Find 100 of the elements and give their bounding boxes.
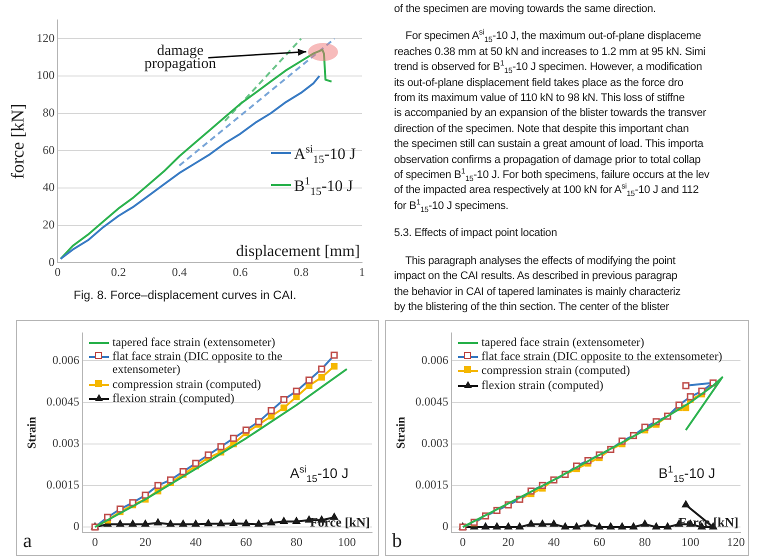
y-axis-title: Strain — [24, 416, 38, 449]
annotation: B$^{1}$$_{15}$-10 J — [658, 464, 716, 485]
point — [217, 443, 224, 450]
x-tick-label: 60 — [240, 534, 252, 549]
point — [180, 468, 187, 476]
y-tick-label: 0 — [442, 519, 448, 534]
point — [216, 519, 225, 526]
point — [204, 451, 212, 459]
point — [166, 520, 175, 527]
point — [538, 520, 546, 527]
x-tick-label: 80 — [290, 534, 302, 549]
point — [318, 374, 325, 381]
y-axis-title: Strain — [393, 416, 408, 449]
point — [330, 352, 338, 359]
text: This paragraph analyses the effects of modifying the point impact on the CAI results. As described in previous paragrap the behavior in CAI of tapered laminates is mainly characteriz by the blistering of the thin section. The center of the blister — [394, 254, 682, 315]
point — [664, 522, 672, 530]
point — [204, 519, 212, 526]
point — [682, 500, 690, 508]
y-tick-label: 80 — [42, 105, 55, 120]
annotation: damage propagation — [144, 43, 217, 72]
y-tick-label: 0.006 — [52, 352, 80, 367]
x-tick-label: 80 — [638, 534, 651, 549]
point — [482, 522, 490, 530]
point — [292, 388, 300, 395]
point — [230, 434, 238, 442]
point — [652, 522, 660, 530]
x-tick-label: 0.8 — [294, 264, 309, 279]
point — [116, 505, 124, 513]
point — [254, 520, 263, 527]
legend-label: compression strain (computed) — [112, 376, 262, 391]
caption: Fig. 8. Force–displacement curves in CAI. — [72, 288, 298, 302]
point — [192, 460, 200, 467]
x-tick-label: 1 — [359, 264, 365, 279]
point — [618, 522, 626, 530]
y-tick-label: 120 — [36, 30, 55, 45]
point — [527, 520, 536, 527]
point — [129, 499, 136, 506]
point — [154, 482, 162, 490]
point — [255, 418, 262, 426]
point — [550, 520, 558, 527]
y-tick-label: 0.003 — [421, 436, 448, 450]
y-tick-label: 40 — [42, 180, 55, 194]
point — [292, 517, 300, 524]
legend-label: tapered face strain (extensometer) — [112, 335, 276, 350]
point — [682, 382, 690, 390]
text: For specimen A$^{si}$$_{15}$-10 J, the maximum out-of-plane displaceme reaches 0.38 mm at 50 kN and increases to 1.2 mm at 95 kN. Simi trend is observed for B$^{1}$$_{15}$-10 J specimen. However, a modification its out-of-plane displacement field takes place as the force dro from its maximum value of 110 kN to 98 kN. This loss of stiffne is accompanied by an expansion of the blister towards the transver direction of the specimen. Note that despite this important chan the specimen still can sustain a great amount of load. This importa observation confirms a propagation of damage prior to total collap of specimen B$^{1}$$_{15}$-10 J. For both specimens, failure occurs at the lev of the impacted area respectively at 100 kN for A$^{si}$$_{15}$-10 J and 112 for B$^{1}$$_{15}$-10 J specimens. — [394, 28, 710, 214]
y-tick-label: 60 — [42, 142, 55, 157]
x-tick-label: 0.6 — [232, 264, 248, 279]
legend-label: tapered face strain (extensometer) — [481, 335, 644, 350]
x-tick-label: 40 — [548, 534, 560, 549]
text: of the specimen are moving towards the same direction. — [394, 2, 657, 17]
x-tick-label: 100 — [681, 534, 700, 549]
y-tick-label: 100 — [36, 68, 55, 82]
y-tick-label: 0 — [73, 519, 80, 534]
text: a — [23, 530, 32, 553]
x-axis-title: displacement [mm] — [236, 242, 360, 260]
point — [492, 522, 501, 530]
y-tick-label: 0.0045 — [415, 394, 448, 408]
point — [192, 520, 200, 527]
x-tick-label: 60 — [593, 534, 606, 549]
point — [242, 426, 250, 434]
point — [128, 520, 137, 527]
x-tick-label: 20 — [502, 534, 514, 549]
annotation: A$^{si}$$_{15}$-10 J — [290, 464, 348, 485]
point — [606, 522, 615, 530]
point — [561, 522, 570, 530]
point — [268, 407, 275, 414]
point — [305, 376, 313, 384]
point — [686, 393, 694, 400]
point — [142, 492, 149, 499]
point — [572, 522, 581, 530]
point — [280, 404, 288, 412]
point — [330, 362, 338, 370]
legend-label: flat face strain (DIC opposite to the extensometer) — [481, 349, 722, 364]
y-tick-label: 0.0015 — [415, 478, 448, 492]
x-tick-label: 0 — [92, 534, 98, 549]
point — [141, 520, 150, 527]
x-tick-label: 0 — [460, 534, 466, 549]
point — [584, 520, 592, 527]
point — [280, 396, 288, 404]
legend-label: flexion strain (computed) — [112, 390, 234, 405]
y-axis-title: force [kN] — [8, 104, 28, 180]
legend-label: A$^{si}$$_{15}$-10 J — [294, 144, 356, 166]
point — [516, 522, 524, 530]
point — [630, 522, 638, 530]
point — [242, 519, 250, 526]
legend-label: flexion strain (computed) — [481, 378, 604, 392]
x-tick-label: 100 — [338, 534, 356, 549]
point — [280, 517, 288, 524]
y-tick-label: 0.0045 — [46, 394, 80, 408]
legend-label: flat face strain (DIC opposite to the extensometer) — [112, 349, 284, 377]
point — [230, 518, 238, 526]
y-tick-label: 0 — [48, 254, 55, 269]
legend-label: B$^{1}$$_{15}$-10 J — [294, 175, 354, 198]
x-tick-label: 20 — [139, 534, 152, 549]
legend-label: compression strain (computed) — [481, 363, 630, 378]
point — [504, 522, 512, 530]
point — [595, 522, 604, 530]
y-tick-label: 0.0015 — [46, 478, 80, 492]
y-tick-label: 0.006 — [421, 352, 448, 367]
